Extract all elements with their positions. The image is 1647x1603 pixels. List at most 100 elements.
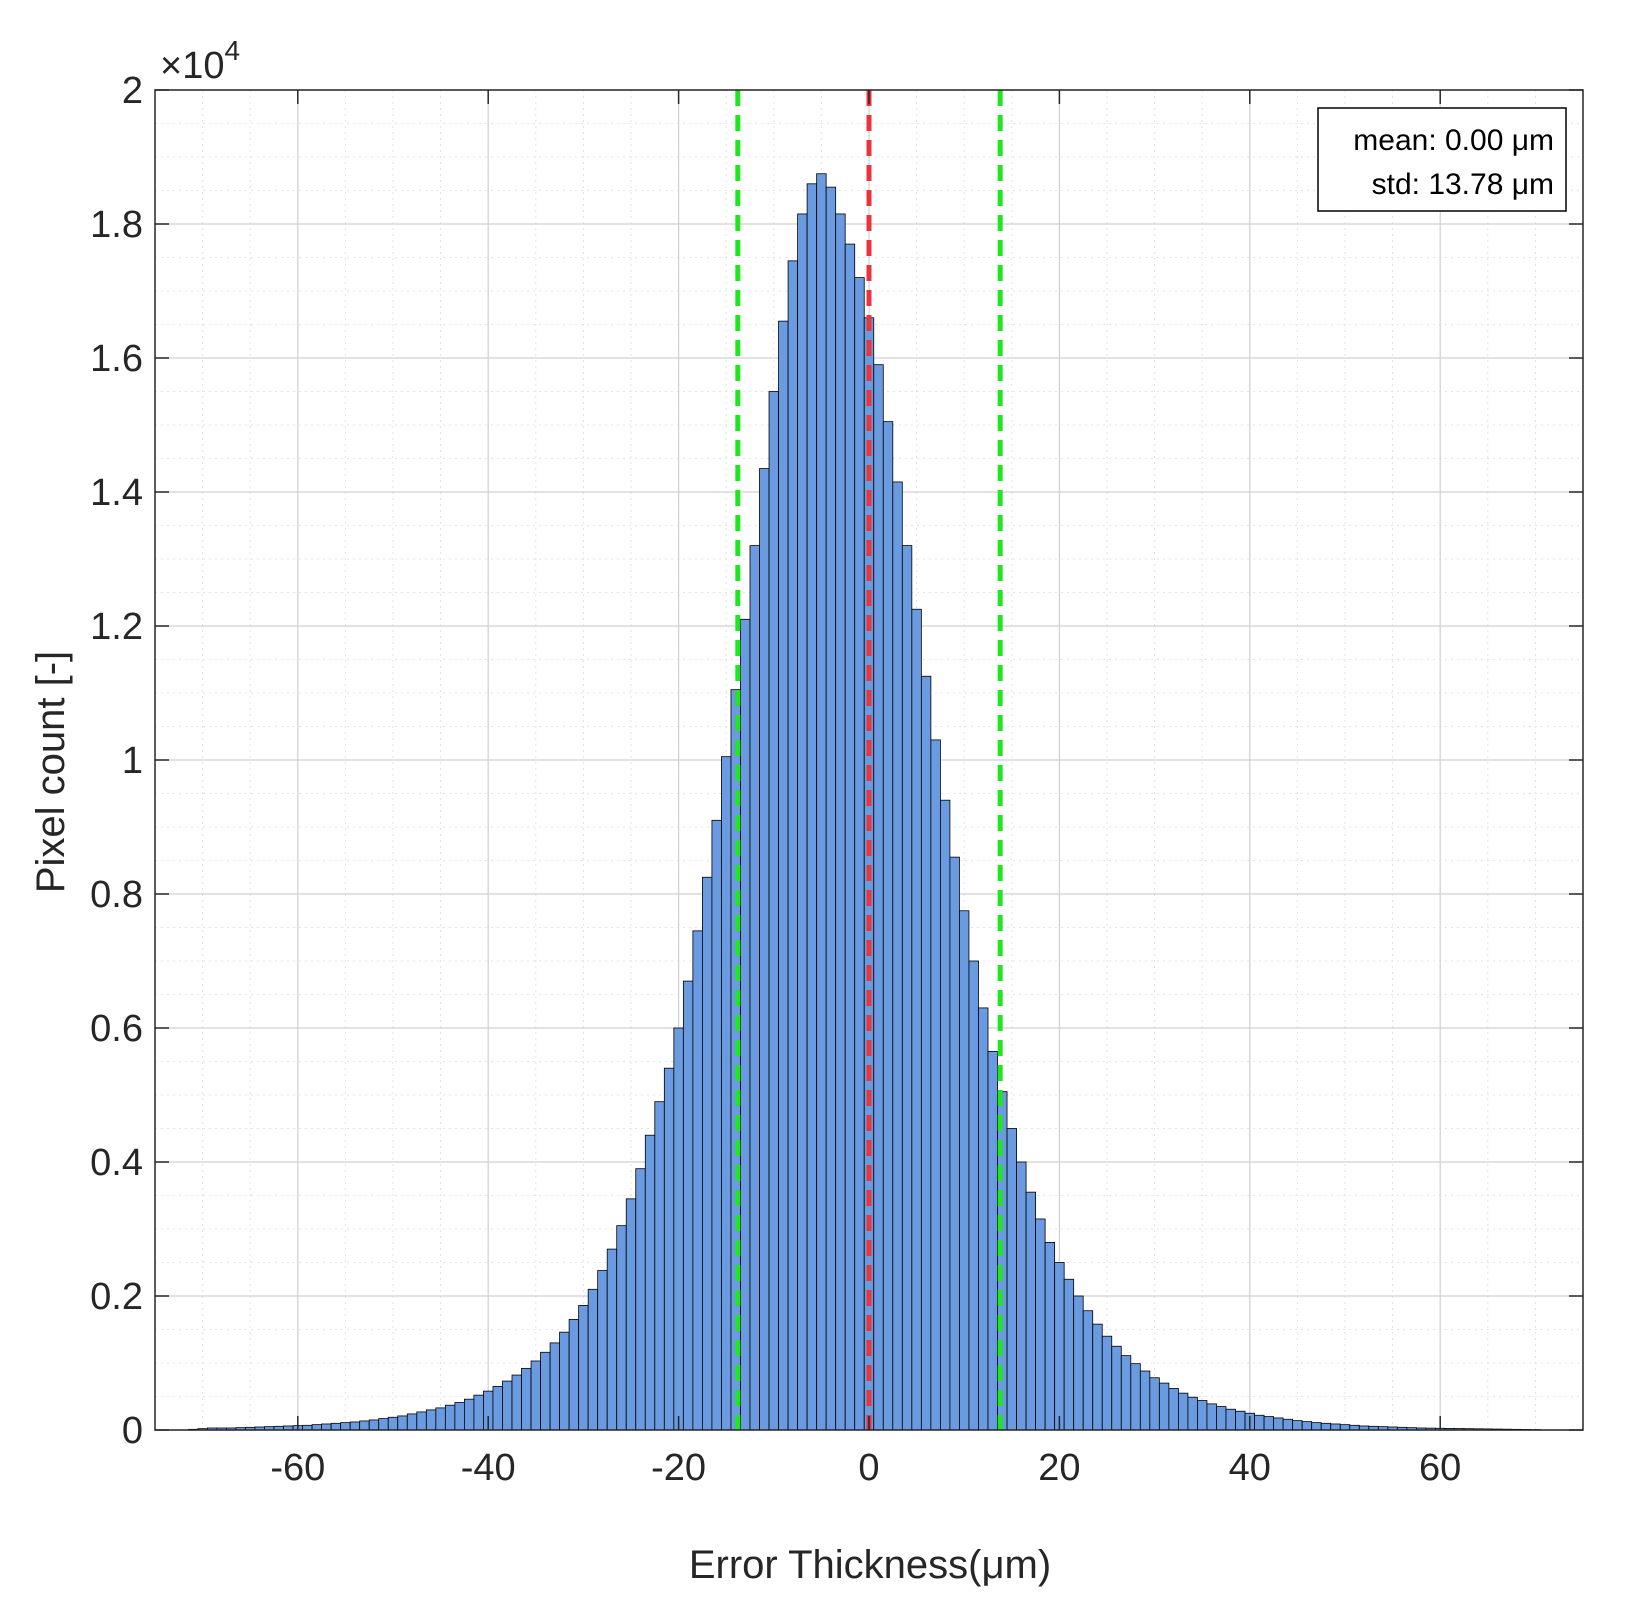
histogram-bar [949,856,960,1431]
histogram-bar [435,1407,446,1431]
histogram-bar [1016,1161,1027,1431]
histogram-bar [682,980,694,1431]
histogram-bar [663,1067,675,1431]
x-tick-label: -60 [270,1447,325,1489]
y-tick-label: 0.2 [90,1276,143,1318]
histogram-bar [901,545,913,1431]
x-tick-label: 60 [1419,1447,1461,1489]
histogram-bar [1006,1128,1017,1431]
histogram-bar [511,1374,522,1431]
histogram-bar [721,756,732,1431]
mean-annotation: mean: 0.00 μm [1353,124,1554,157]
histogram-bar [1225,1408,1236,1431]
x-tick-label: -20 [651,1447,706,1489]
histogram-bar [987,1051,998,1431]
histogram-bar [378,1418,389,1431]
histogram-bar [1282,1418,1294,1431]
histogram-bar [787,260,799,1431]
histogram-bar [1044,1242,1056,1431]
y-tick-label: 0.6 [90,1008,143,1050]
histogram-bar [740,618,751,1431]
histogram-bar [521,1367,532,1431]
histogram-bar [540,1351,551,1431]
histogram-bar [578,1304,589,1431]
histogram-bar [673,1027,684,1431]
histogram-bar [825,186,837,1431]
histogram-bar [397,1415,408,1431]
histogram-bar [1139,1370,1151,1431]
x-tick-label: 20 [1038,1447,1080,1489]
histogram-bar [873,364,884,1431]
histogram-bar [321,1423,332,1431]
histogram-bar [1035,1218,1046,1431]
histogram-bar [654,1101,665,1431]
histogram-bar [1235,1410,1246,1431]
histogram-bar [359,1420,370,1431]
histogram-bar [1216,1406,1227,1431]
std-annotation: std: 13.78 μm [1372,168,1554,201]
histogram-bar [406,1413,418,1431]
histogram-bar [1330,1423,1341,1431]
histogram-bar [749,545,760,1431]
histogram-bar [702,876,713,1431]
histogram-bar [635,1168,646,1431]
histogram-bar [644,1134,656,1431]
histogram-bar [1101,1335,1113,1431]
histogram-bar [1082,1310,1094,1431]
histogram-bar [1158,1382,1170,1431]
histogram-bar [692,930,703,1431]
histogram-bar [940,799,951,1431]
histogram-bar [759,468,770,1431]
histogram-bar [530,1360,541,1431]
histogram-bar [568,1319,580,1431]
x-tick-label: 40 [1229,1447,1271,1489]
y-tick-label: 0 [122,1410,143,1452]
histogram-bar [1292,1420,1303,1431]
histogram-bar [1054,1262,1065,1431]
histogram-bar [959,910,970,1431]
histogram-bar [816,173,827,1431]
histogram-bar [1273,1417,1284,1431]
histogram-bar [473,1394,484,1431]
histogram-bar [1111,1345,1122,1431]
axes [154,89,1584,1431]
histogram-bar [711,819,722,1431]
histogram-bar [930,739,941,1431]
histogram-bar [463,1398,475,1431]
stats-box: mean: 0.00 μm std: 13.78 μm [1317,107,1567,212]
histogram-bar [311,1424,322,1431]
y-tick-label: 1.2 [90,606,143,648]
y-tick-label: 0.4 [90,1142,143,1184]
y-tick-label: 2 [122,70,143,112]
histogram-bar [892,481,903,1431]
histogram-bar [778,320,789,1431]
histogram-bar [768,391,779,1431]
histogram-bar [340,1422,351,1431]
histogram-bar [1263,1416,1274,1431]
tick-labels: -60 -40 -20 0 20 40 60 0 0.2 0.4 0.6 0.8 1 1.2 1.4 1.6 1… [90,70,1461,1489]
histogram-bar [349,1421,361,1431]
histogram-bar [844,243,856,1431]
histogram-bar [625,1198,637,1431]
histogram-bar [616,1225,627,1431]
histogram-bar [444,1404,456,1431]
histogram-bar [1025,1191,1036,1431]
histogram-bar [368,1419,380,1431]
y-tick-label: 0.8 [90,874,143,916]
histogram-bar [835,213,846,1431]
y-exponent-label: ×104 [160,35,240,87]
histogram-bar [1206,1403,1217,1431]
histogram-bar [1149,1377,1160,1431]
histogram-bar [1320,1422,1332,1431]
histogram-bar [330,1422,342,1431]
histogram-bar [387,1416,399,1431]
histogram-bar [1130,1363,1141,1431]
histogram-bar [587,1288,599,1431]
histogram-bar [606,1248,618,1431]
histogram-bar [1339,1424,1351,1431]
histogram-bar [597,1270,608,1431]
x-tick-label: 0 [858,1447,879,1489]
histogram-bar [1092,1323,1103,1431]
